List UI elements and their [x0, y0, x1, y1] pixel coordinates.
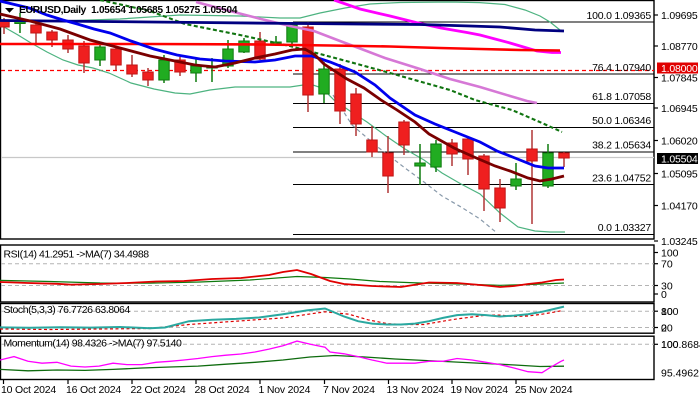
svg-text:100.0 1.09365: 100.0 1.09365 — [586, 10, 651, 22]
svg-text:EURUSD,Daily 1.05654 1.05685: EURUSD,Daily 1.05654 1.05685 1.05275 1.0… — [19, 4, 238, 16]
svg-text:61.8 1.07058: 61.8 1.07058 — [592, 91, 651, 103]
svg-text:13 Nov 2024: 13 Nov 2024 — [387, 384, 445, 396]
svg-text:Stoch(5,3,3) 76.7726 63.8064: Stoch(5,3,3) 76.7726 63.8064 — [4, 304, 131, 316]
svg-text:0: 0 — [661, 322, 667, 334]
svg-text:20: 20 — [661, 322, 673, 334]
svg-text:80: 80 — [661, 306, 673, 318]
svg-text:23.6 1.04752: 23.6 1.04752 — [592, 173, 651, 185]
svg-text:100: 100 — [661, 247, 679, 259]
svg-text:76.4 1.07940: 76.4 1.07940 — [592, 62, 651, 74]
svg-text:25 Nov 2024: 25 Nov 2024 — [515, 384, 573, 396]
svg-text:50.0 1.06346: 50.0 1.06346 — [592, 115, 651, 127]
svg-text:7 Nov 2024: 7 Nov 2024 — [323, 384, 375, 396]
svg-text:38.2 1.05634: 38.2 1.05634 — [592, 140, 651, 152]
svg-text:100.8684: 100.8684 — [661, 339, 700, 351]
svg-text:16 Oct 2024: 16 Oct 2024 — [66, 384, 121, 396]
svg-text:1.05095: 1.05095 — [661, 168, 698, 180]
svg-text:RSI(14) 41.2951 ->MA(7) 34.49: RSI(14) 41.2951 ->MA(7) 34.4988 — [4, 249, 150, 261]
svg-text:100: 100 — [661, 339, 679, 351]
svg-text:22 Oct 2024: 22 Oct 2024 — [131, 384, 186, 396]
svg-text:30: 30 — [661, 280, 673, 292]
svg-text:1.05504: 1.05504 — [661, 153, 698, 165]
svg-text:0.0 1.03327: 0.0 1.03327 — [598, 222, 652, 234]
svg-text:1.08770: 1.08770 — [661, 41, 698, 53]
svg-text:1 Nov 2024: 1 Nov 2024 — [259, 384, 311, 396]
svg-text:70: 70 — [661, 259, 673, 271]
svg-text:1.09695: 1.09695 — [661, 10, 698, 22]
svg-text:28 Oct 2024: 28 Oct 2024 — [195, 384, 250, 396]
svg-text:100: 100 — [661, 306, 679, 318]
svg-text:95.4962: 95.4962 — [661, 367, 699, 379]
svg-text:19 Nov 2024: 19 Nov 2024 — [451, 384, 509, 396]
svg-text:1.03245: 1.03245 — [661, 236, 698, 248]
svg-text:1.06945: 1.06945 — [661, 103, 698, 115]
svg-text:Momentum(14) 98.4326 ->MA(7): Momentum(14) 98.4326 ->MA(7) 97.5140 — [4, 338, 182, 350]
svg-text:1.07845: 1.07845 — [661, 72, 698, 84]
svg-text:1.08000: 1.08000 — [661, 63, 698, 75]
svg-text:1.06020: 1.06020 — [661, 135, 698, 147]
svg-text:10 Oct 2024: 10 Oct 2024 — [1, 384, 56, 396]
svg-text:0: 0 — [661, 289, 667, 301]
svg-text:1.04170: 1.04170 — [661, 200, 698, 212]
